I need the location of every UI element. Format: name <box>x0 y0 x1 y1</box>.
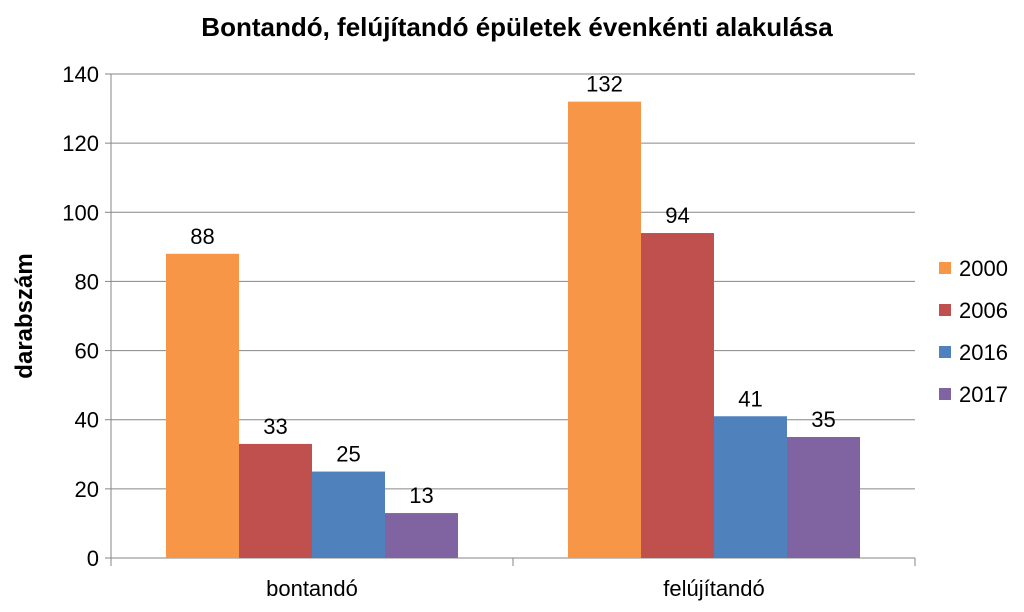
data-label: 41 <box>738 386 762 411</box>
bar-2017-felújítandó <box>787 437 860 558</box>
bar-2016-felújítandó <box>714 416 787 558</box>
legend-swatch-2000 <box>939 262 951 274</box>
legend-swatch-2017 <box>939 388 951 400</box>
bar-2006-felújítandó <box>641 233 714 558</box>
bar-2017-bontandó <box>385 513 458 558</box>
y-tick-label: 100 <box>62 200 99 225</box>
legend-label-2006: 2006 <box>959 298 1008 323</box>
y-tick-label: 0 <box>87 546 99 571</box>
legend-swatch-2006 <box>939 304 951 316</box>
gridlines <box>111 73 915 490</box>
data-label: 25 <box>336 442 360 467</box>
bars <box>166 101 860 559</box>
y-tick-label: 40 <box>75 408 99 433</box>
bar-2016-bontandó <box>312 471 385 558</box>
y-tick-label: 120 <box>62 131 99 156</box>
legend: 2000 2006 2016 2017 <box>939 256 1008 407</box>
y-tick-label: 140 <box>62 62 99 87</box>
chart-title: Bontandó, felújítandó épületek évenkénti… <box>201 12 833 42</box>
data-label: 33 <box>263 414 287 439</box>
legend-label-2016: 2016 <box>959 340 1008 365</box>
data-label: 35 <box>811 407 835 432</box>
bar-2006-bontandó <box>239 443 312 558</box>
data-label: 88 <box>190 224 214 249</box>
bar-2000-bontandó <box>166 253 239 558</box>
data-label: 13 <box>409 483 433 508</box>
data-labels: 88 33 25 13 132 94 41 35 <box>190 72 835 508</box>
data-label: 94 <box>665 203 689 228</box>
y-axis-label: darabszám <box>11 253 38 378</box>
bar-2000-felújítandó <box>568 101 641 559</box>
y-tick-label: 80 <box>75 269 99 294</box>
data-label: 132 <box>586 72 623 97</box>
y-tick-label: 20 <box>75 477 99 502</box>
x-tick-label: felújítandó <box>663 576 765 601</box>
legend-label-2017: 2017 <box>959 382 1008 407</box>
y-tick-label: 60 <box>75 339 99 364</box>
legend-label-2000: 2000 <box>959 256 1008 281</box>
x-tick-label: bontandó <box>266 576 358 601</box>
legend-swatch-2016 <box>939 346 951 358</box>
